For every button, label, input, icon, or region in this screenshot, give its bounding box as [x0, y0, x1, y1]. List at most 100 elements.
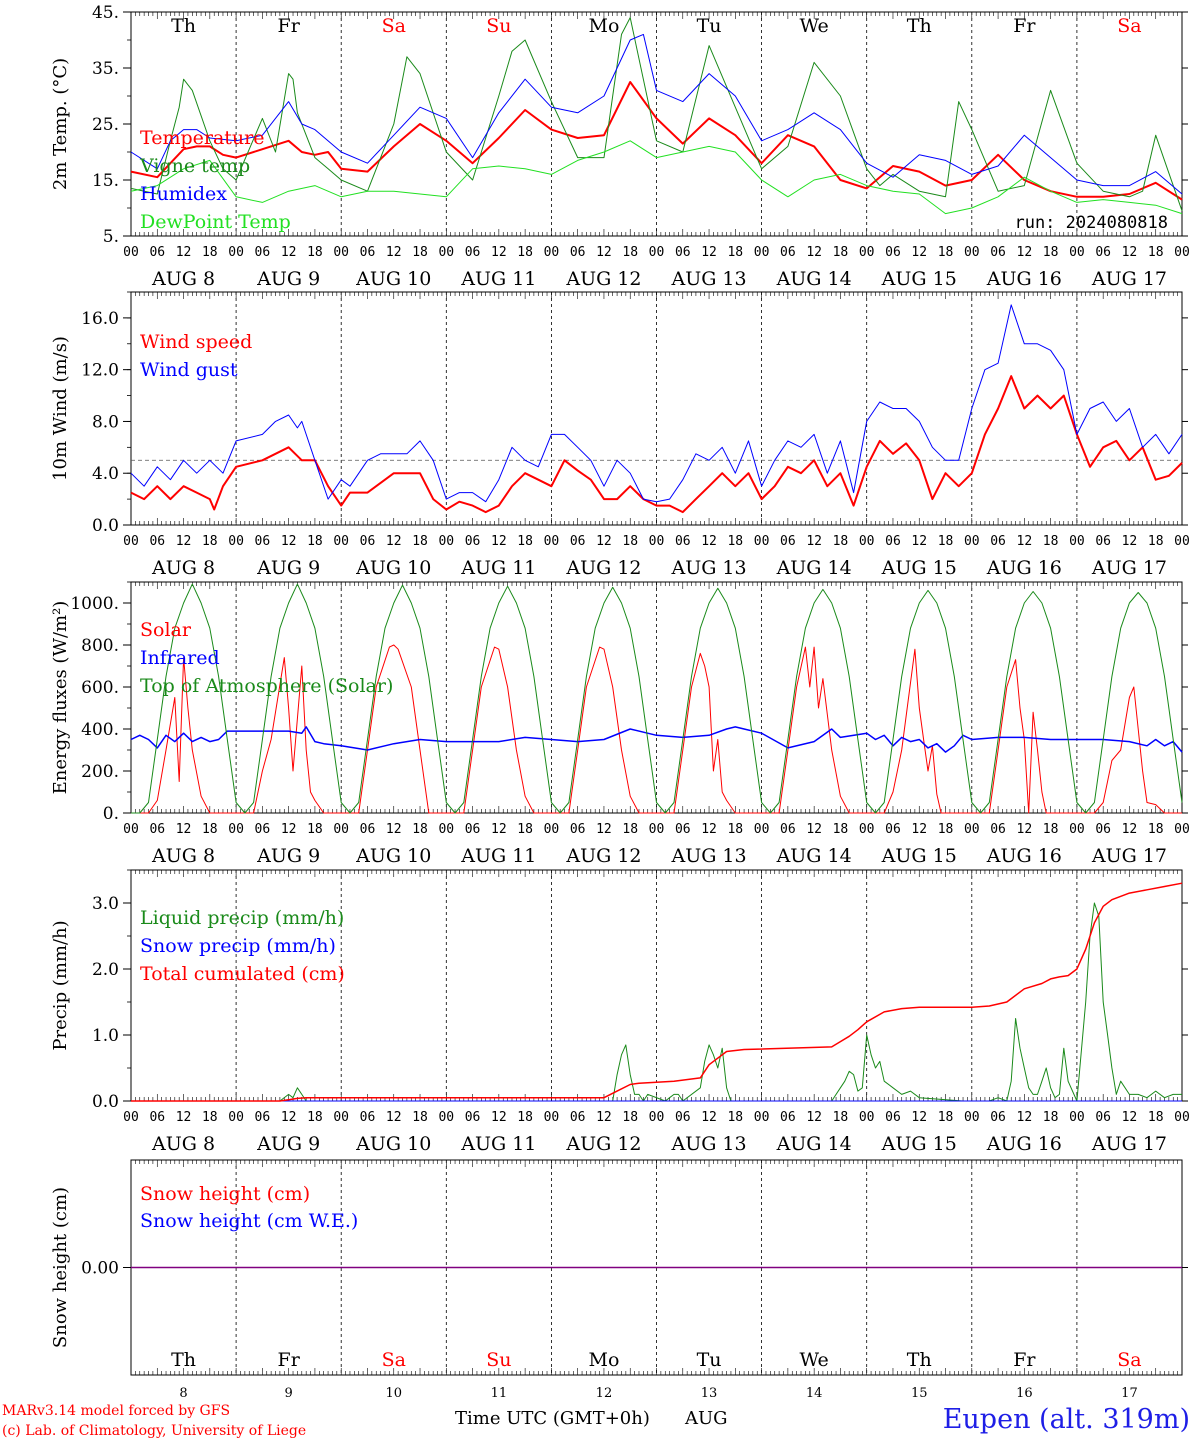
hour-tick-label: 18 [1148, 534, 1164, 549]
hour-tick-label: 18 [622, 1110, 638, 1125]
hour-tick-label: 06 [149, 1110, 165, 1125]
hour-tick-label: 06 [570, 1110, 586, 1125]
series-line-wind-speed [130, 375, 1183, 514]
panel-energy: 0. 200. 400. 600. 800. 1000.Energy fluxes (W/… [50, 581, 1190, 867]
date-label: AUG 8 [151, 845, 215, 867]
hour-tick-label: 00 [1174, 245, 1190, 260]
hour-tick-label: 12 [701, 822, 717, 837]
hour-tick-label: 18 [833, 245, 849, 260]
date-label: AUG 12 [565, 557, 641, 579]
day-of-week-label: Th [171, 15, 196, 37]
date-label: AUG 13 [670, 268, 746, 290]
day-of-week-label: Th [171, 1349, 196, 1371]
date-label: AUG 13 [670, 845, 746, 867]
date-label: AUG 9 [256, 268, 320, 290]
credit-line-2: (c) Lab. of Climatology, University of L… [2, 1423, 306, 1439]
day-of-week-label: Sa [1117, 1349, 1141, 1371]
hour-tick-label: 06 [255, 245, 271, 260]
legend-entry: Infrared [140, 647, 220, 669]
hour-tick-label: 18 [833, 822, 849, 837]
hour-tick-label: 12 [281, 245, 297, 260]
date-label: AUG 9 [256, 845, 320, 867]
y-axis-label: Snow height (cm) [50, 1187, 71, 1348]
legend-entry: Wind speed [140, 331, 252, 353]
hour-tick-label: 12 [386, 534, 402, 549]
y-tick-label: 8.0 [92, 412, 119, 432]
date-label: AUG 8 [151, 1133, 215, 1155]
hour-tick-label: 06 [1095, 534, 1111, 549]
plot-frame [130, 11, 1183, 237]
hour-tick-label: 00 [228, 1110, 244, 1125]
hour-tick-label: 00 [1069, 534, 1085, 549]
hour-tick-label: 00 [438, 245, 454, 260]
hour-tick-label: 00 [964, 534, 980, 549]
date-label: AUG 10 [355, 845, 431, 867]
hour-tick-label: 18 [833, 534, 849, 549]
y-tick-label: 45. [92, 3, 119, 23]
hour-tick-label: 06 [675, 245, 691, 260]
y-axis-label: Energy fluxes (W/m²) [50, 601, 71, 795]
hour-tick-label: 00 [333, 822, 349, 837]
y-tick-label: 0.00 [81, 1259, 119, 1279]
day-number-label: 8 [179, 1386, 187, 1401]
hour-tick-label: 06 [465, 822, 481, 837]
hour-tick-label: 18 [1043, 534, 1059, 549]
date-label: AUG 15 [881, 845, 957, 867]
hour-tick-label: 06 [570, 245, 586, 260]
hour-tick-label: 18 [412, 822, 428, 837]
hour-tick-label: 00 [438, 1110, 454, 1125]
date-label: AUG 9 [256, 1133, 320, 1155]
y-tick-label: 200. [81, 762, 119, 782]
date-label: AUG 9 [256, 557, 320, 579]
y-axis-label: 10m Wind (m/s) [50, 336, 71, 481]
hour-tick-label: 06 [255, 534, 271, 549]
hour-tick-label: 18 [727, 1110, 743, 1125]
legend-entry: DewPoint Temp [140, 211, 291, 233]
hour-tick-label: 12 [806, 534, 822, 549]
legend-entry: Snow precip (mm/h) [140, 935, 336, 957]
date-label: AUG 11 [460, 1133, 536, 1155]
hour-tick-label: 06 [675, 1110, 691, 1125]
hour-tick-label: 18 [517, 1110, 533, 1125]
hour-tick-label: 12 [806, 1110, 822, 1125]
day-number-label: 12 [596, 1386, 613, 1401]
run-label: run: 2024080818 [1014, 213, 1168, 233]
hour-tick-label: 06 [360, 534, 376, 549]
y-tick-label: 0.0 [92, 1092, 119, 1112]
hour-tick-label: 12 [491, 822, 507, 837]
hour-tick-label: 00 [1069, 822, 1085, 837]
hour-tick-label: 06 [149, 822, 165, 837]
hour-tick-label: 12 [176, 1110, 192, 1125]
hour-tick-label: 12 [491, 245, 507, 260]
hour-tick-label: 00 [859, 822, 875, 837]
legend-entry: Liquid precip (mm/h) [140, 907, 344, 929]
panel-wind: 0.0 4.0 8.0 12.0 16.0 10m Wind (m/s) 00 06 12 18 0… [50, 291, 1190, 579]
hour-tick-label: 06 [570, 822, 586, 837]
day-of-week-label: Su [486, 1349, 511, 1371]
hour-tick-label: 06 [780, 822, 796, 837]
hour-tick-label: 00 [859, 1110, 875, 1125]
hour-tick-label: 06 [885, 1110, 901, 1125]
series-line-vigne-temp [130, 17, 1183, 211]
hour-tick-label: 12 [491, 1110, 507, 1125]
hour-tick-label: 18 [938, 534, 954, 549]
day-of-week-label: Su [486, 15, 511, 37]
date-label: AUG 8 [151, 268, 215, 290]
hour-tick-label: 12 [1017, 534, 1033, 549]
hour-tick-label: 00 [964, 245, 980, 260]
day-number-label: 10 [385, 1386, 402, 1401]
hour-tick-label: 18 [307, 822, 323, 837]
date-label: AUG 14 [776, 557, 852, 579]
hour-tick-label: 12 [1017, 822, 1033, 837]
date-label: AUG 16 [986, 845, 1062, 867]
hour-tick-label: 18 [1043, 245, 1059, 260]
day-number-label: 17 [1121, 1386, 1138, 1401]
y-tick-label: 15. [92, 171, 119, 191]
date-label: AUG 10 [355, 1133, 431, 1155]
hour-tick-label: 06 [255, 822, 271, 837]
hour-tick-label: 00 [438, 822, 454, 837]
day-of-week-label: We [800, 1349, 829, 1371]
y-tick-label: 5. [103, 227, 119, 247]
station-label: Eupen (alt. 319m) [943, 1404, 1190, 1435]
date-label: AUG 12 [565, 845, 641, 867]
